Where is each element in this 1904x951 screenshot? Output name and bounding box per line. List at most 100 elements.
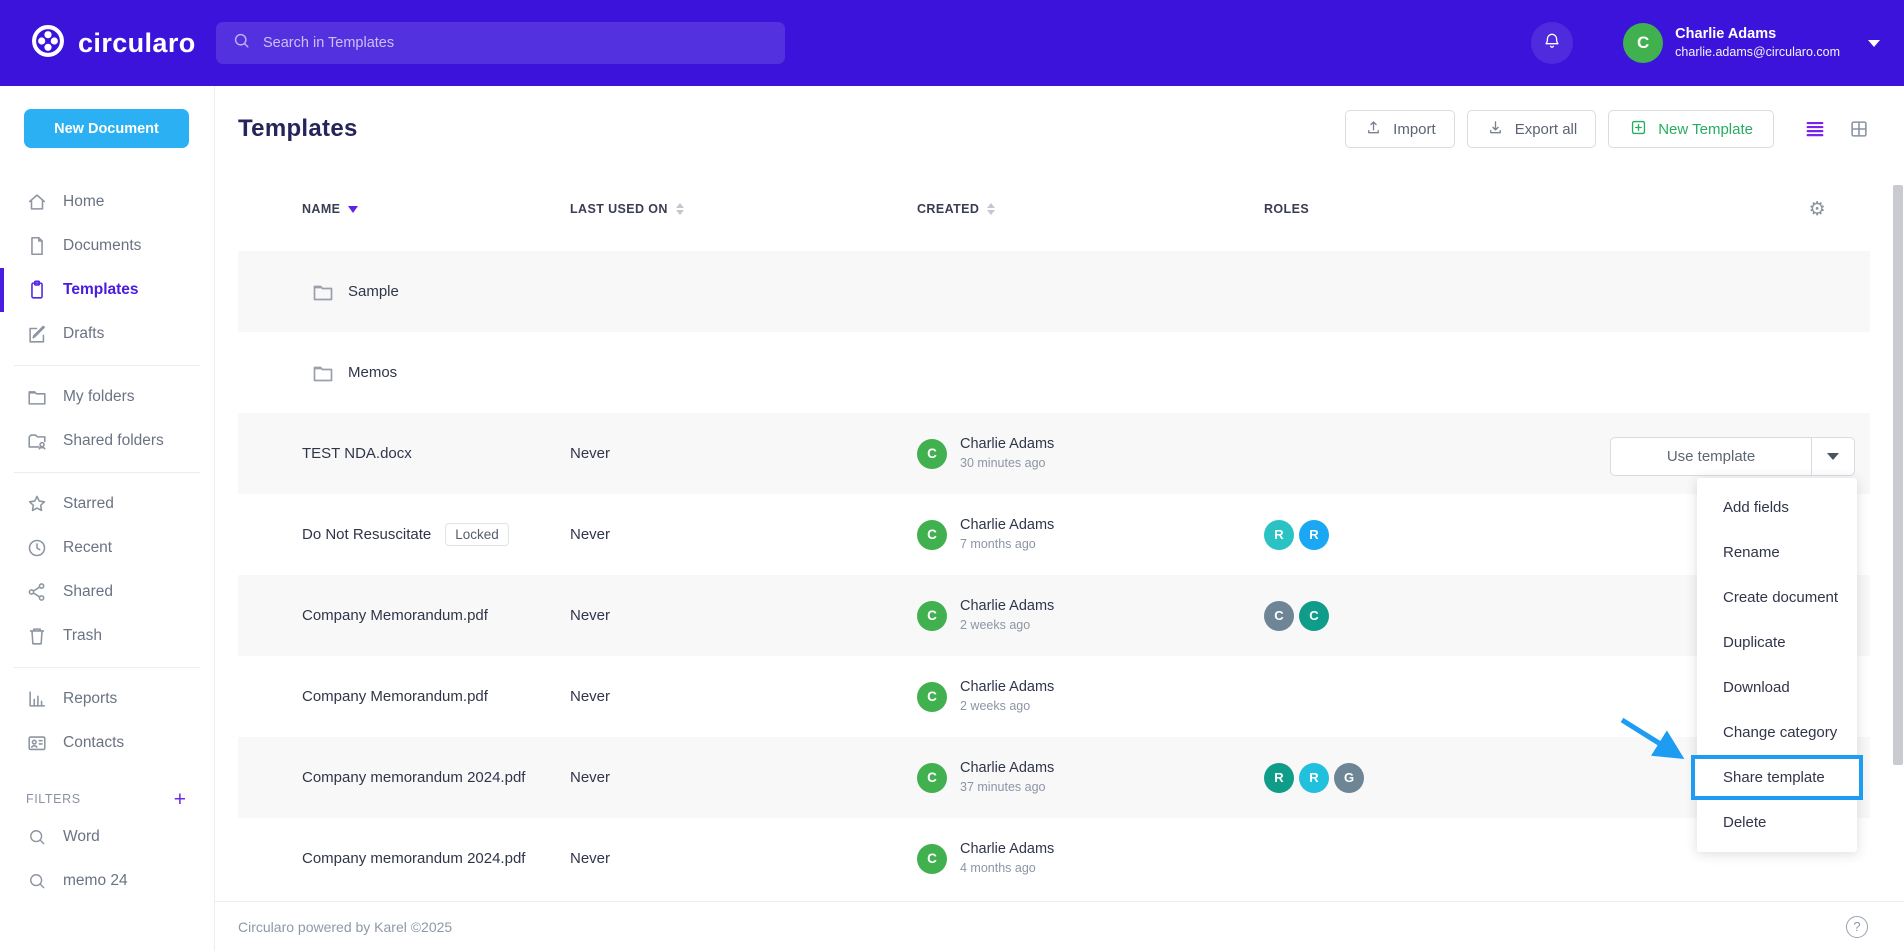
sidebar-item-templates[interactable]: Templates [0,268,214,312]
role-badge[interactable]: C [1264,600,1294,631]
export-all-button[interactable]: Export all [1466,110,1597,148]
role-badge[interactable]: R [1299,519,1329,550]
sidebar-item-label: Drafts [63,325,105,342]
sidebar-item-label: Recent [63,539,113,556]
vertical-scrollbar[interactable] [1893,185,1903,765]
sidebar-item-documents[interactable]: Documents [0,224,214,268]
sort-icon [987,203,996,215]
creator-name: Charlie Adams [960,841,1055,858]
new-template-button[interactable]: New Template [1608,110,1774,148]
menu-item-share-template[interactable]: Share template [1691,755,1863,800]
sidebar-item-contacts[interactable]: Contacts [0,721,214,765]
logo[interactable]: circularo [30,23,216,64]
menu-item-rename[interactable]: Rename [1697,530,1857,575]
sidebar-item-recent[interactable]: Recent [0,526,214,570]
template-row-company-memorandum-pdf[interactable]: Company Memorandum.pdf Never C Charlie Ad… [238,575,1870,656]
upload-icon [1364,118,1383,141]
use-template-button[interactable]: Use template [1610,437,1855,476]
created-cell: C Charlie Adams 4 months ago [917,840,1264,876]
column-label: NAME [302,202,341,216]
sidebar-item-my-folders[interactable]: My folders [0,375,214,419]
share-icon [26,581,48,603]
import-button[interactable]: Import [1345,110,1455,148]
bell-icon [1542,31,1562,56]
menu-item-change-category[interactable]: Change category [1697,710,1857,755]
template-row-test-nda-docx[interactable]: TEST NDA.docx Never C Charlie Adams 30 mi… [238,413,1870,494]
star-icon [26,493,48,515]
sidebar-item-trash[interactable]: Trash [0,614,214,658]
list-view-button[interactable] [1804,118,1826,140]
column-header-created[interactable]: CREATED [917,202,1264,216]
use-template-label: Use template [1666,448,1756,465]
creator-avatar: C [917,681,947,712]
role-badge[interactable]: R [1299,762,1329,793]
column-header-roles[interactable]: ROLES ⚙ [1264,198,1840,220]
menu-item-create-document[interactable]: Create document [1697,575,1857,620]
role-badge[interactable]: R [1264,762,1294,793]
filter-item-word[interactable]: Word [0,815,214,859]
sidebar-item-label: Starred [63,495,114,512]
chevron-down-icon [1868,39,1880,47]
folder-icon [311,280,335,304]
notifications-button[interactable] [1531,22,1574,64]
last-used-cell: Never [570,850,611,867]
role-badge[interactable]: C [1299,600,1329,631]
sidebar-item-reports[interactable]: Reports [0,677,214,721]
created-time: 2 weeks ago [960,617,1031,632]
plus-square-icon [1629,118,1648,141]
sidebar-item-shared[interactable]: Shared [0,570,214,614]
search-input[interactable] [263,35,769,51]
sidebar-divider [14,365,200,366]
menu-item-label: Share template [1723,769,1825,786]
new-template-label: New Template [1658,120,1753,138]
created-cell: C Charlie Adams 2 weeks ago [917,678,1264,714]
filter-item-memo-24[interactable]: memo 24 [0,859,214,903]
circularo-logo-icon [30,23,66,64]
template-row-company-memorandum-pdf[interactable]: Company Memorandum.pdf Never C Charlie Ad… [238,656,1870,737]
toolbar: Import Export all New Template [1345,110,1870,148]
template-row-company-memorandum-2024-pdf[interactable]: Company memorandum 2024.pdf Never C Charl… [238,818,1870,899]
folder-row-memos[interactable]: Memos [238,332,1870,413]
user-menu[interactable]: C Charlie Adams charlie.adams@circularo.… [1623,23,1880,63]
column-header-last-used-on[interactable]: LAST USED ON [570,202,917,216]
role-badge[interactable]: G [1334,762,1364,793]
template-row-company-memorandum-2024-pdf[interactable]: Company memorandum 2024.pdf Never C Charl… [238,737,1870,818]
column-label: ROLES [1264,202,1310,216]
export-all-label: Export all [1514,120,1578,138]
sidebar-item-drafts[interactable]: Drafts [0,312,214,356]
folder-icon [26,386,48,408]
new-document-button[interactable]: New Document [24,109,189,148]
sidebar-item-label: Templates [63,281,139,298]
column-label: LAST USED ON [570,202,668,216]
menu-item-label: Add fields [1723,499,1789,516]
menu-item-delete[interactable]: Delete [1697,800,1857,845]
sort-desc-icon [348,205,359,213]
menu-item-add-fields[interactable]: Add fields [1697,485,1857,530]
clock-icon [26,537,48,559]
sidebar-item-home[interactable]: Home [0,180,214,224]
main-content: Templates Import Export all New Template [215,86,1904,951]
template-row-do-not-resuscitate[interactable]: Do Not Resuscitate Locked Never C Charlie … [238,494,1870,575]
add-filter-button[interactable]: + [173,787,186,811]
grid-view-button[interactable] [1848,118,1870,140]
help-button[interactable]: ? [1846,915,1868,938]
sidebar-nav: Home Documents Templates Drafts My folders Sh… [0,180,214,765]
column-header-name[interactable]: NAME [302,202,570,216]
creator-avatar: C [917,519,947,550]
menu-item-duplicate[interactable]: Duplicate [1697,620,1857,665]
button-divider [1811,438,1812,475]
menu-item-download[interactable]: Download [1697,665,1857,710]
role-badge[interactable]: R [1264,519,1294,550]
name-cell: Sample [302,280,570,304]
sidebar-item-shared-folders[interactable]: Shared folders [0,419,214,463]
search-bar[interactable] [216,22,785,64]
name-cell: Memos [302,361,570,385]
last-used-cell: Never [570,607,611,624]
sidebar-divider [14,667,200,668]
table-settings-gear-icon[interactable]: ⚙ [1808,198,1826,220]
use-template-dropdown-toggle[interactable] [1812,438,1854,475]
search-icon [232,31,251,55]
sidebar-item-starred[interactable]: Starred [0,482,214,526]
folder-row-sample[interactable]: Sample [238,251,1870,332]
